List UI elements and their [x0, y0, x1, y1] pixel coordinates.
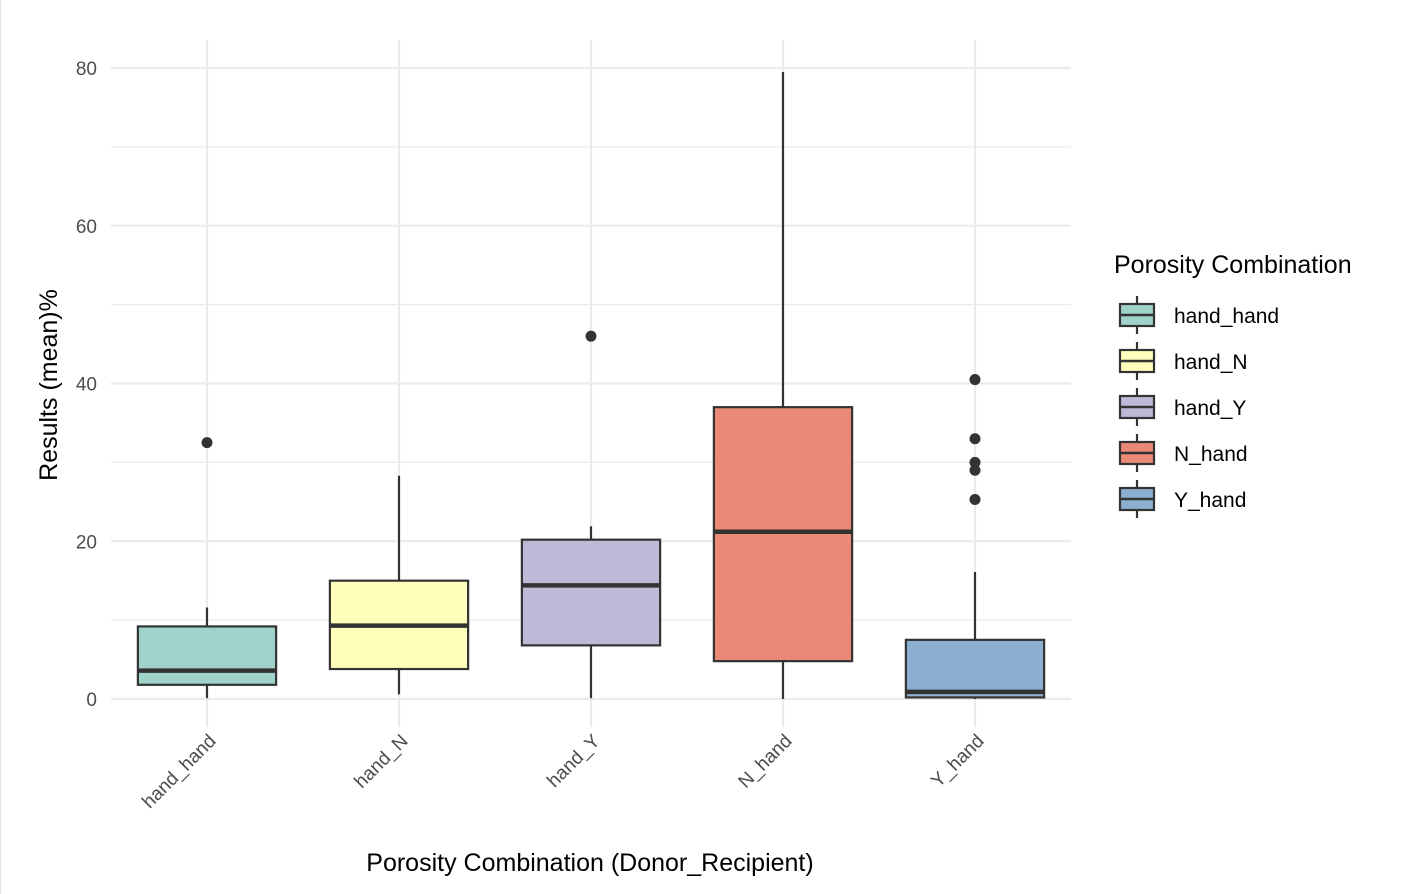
y-axis-title: Results (mean)% — [35, 289, 63, 481]
x-tick-label: hand_N — [351, 731, 413, 793]
y-tick-label: 60 — [76, 217, 97, 238]
legend-item-Y_hand: Y_hand — [1118, 480, 1246, 518]
legend-title: Porosity Combination — [1114, 251, 1352, 279]
legend-item-hand_N: hand_N — [1118, 342, 1248, 380]
iqr-box — [520, 538, 662, 647]
legend-label: hand_N — [1174, 351, 1248, 374]
box-hand_hand — [136, 437, 278, 699]
x-tick-label: Y_hand — [927, 731, 988, 792]
y-tick-label: 20 — [76, 532, 97, 553]
iqr-box — [712, 406, 854, 663]
legend-label: hand_Y — [1174, 397, 1246, 420]
y-axis-ticks: 0 20 40 60 80 — [76, 59, 97, 711]
x-axis-ticks: hand_hand hand_N hand_Y N_hand Y_hand — [138, 730, 988, 812]
y-tick-label: 0 — [86, 690, 97, 711]
x-axis-title: Porosity Combination (Donor_Recipient) — [366, 849, 813, 877]
x-tick-label: hand_Y — [543, 730, 604, 791]
outlier-point — [585, 330, 597, 342]
box-hand_Y — [520, 330, 662, 699]
box-N_hand — [712, 71, 854, 699]
x-tick-label: hand_hand — [138, 731, 220, 813]
y-tick-label: 40 — [76, 375, 97, 396]
box-hand_N — [328, 475, 470, 695]
outlier-point — [969, 456, 981, 468]
legend-item-hand_Y: hand_Y — [1118, 388, 1246, 426]
x-tick-label: N_hand — [735, 731, 797, 793]
box-Y_hand — [904, 374, 1046, 699]
iqr-box — [136, 625, 278, 686]
boxes — [136, 71, 1046, 699]
outlier-point — [969, 374, 981, 386]
legend-label: N_hand — [1174, 443, 1248, 466]
legend: Porosity Combination hand_hand hand_Nhand… — [1114, 251, 1352, 518]
outlier-point — [969, 493, 981, 505]
legend-item-N_hand: N_hand — [1118, 434, 1248, 472]
legend-label: Y_hand — [1174, 489, 1246, 512]
iqr-box — [904, 638, 1046, 699]
outlier-point — [969, 464, 981, 476]
outlier-point — [969, 433, 981, 445]
y-tick-label: 80 — [76, 59, 97, 80]
outlier-point — [201, 437, 213, 449]
legend-label: hand_hand — [1174, 305, 1279, 328]
legend-item-hand_hand: hand_hand — [1118, 296, 1279, 334]
